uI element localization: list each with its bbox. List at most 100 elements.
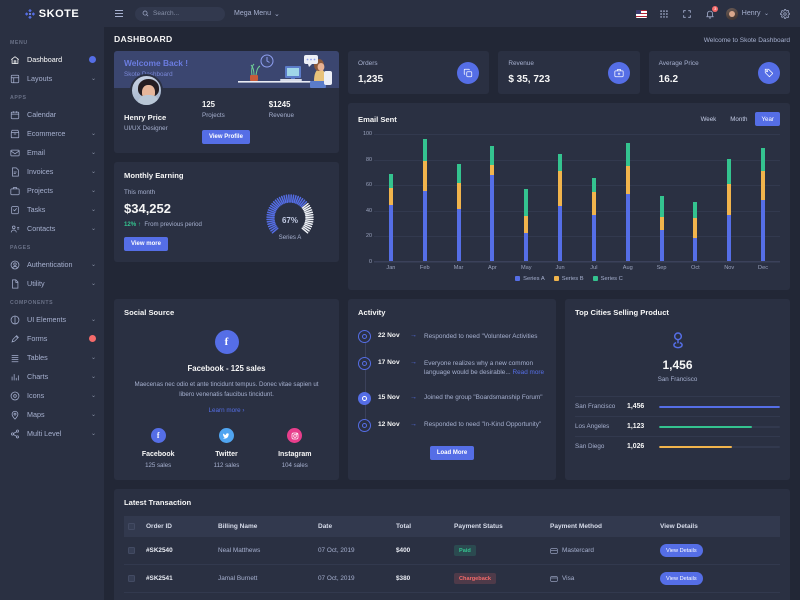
sidebar-item-forms[interactable]: Forms <box>0 329 104 348</box>
sidebar-item-ecommerce[interactable]: Ecommerce ⌄ <box>0 124 104 143</box>
sidebar-item-icons[interactable]: Icons ⌄ <box>0 386 104 405</box>
bar-segment <box>693 202 698 218</box>
monthly-earning-left: Monthly Earning This month $34,252 12% ↑… <box>124 171 251 251</box>
sidebar-item-multi-level[interactable]: Multi Level ⌄ <box>0 424 104 443</box>
activity-text: Joined the group "Boardsmanship Forum" <box>424 394 543 402</box>
activity-item[interactable]: 12 Nov → Responded to need "In-Kind Oppo… <box>358 418 546 432</box>
sidebar-item-dashboard[interactable]: Dashboard <box>0 50 104 69</box>
sidebar: SKOTE MENU Dashboard Layouts ⌄ APPS Cale… <box>0 0 104 600</box>
gauge-tick <box>267 223 276 228</box>
bar-column[interactable] <box>543 134 577 261</box>
mega-menu-button[interactable]: Mega Menu ⌄ <box>234 10 280 18</box>
bar-column[interactable] <box>408 134 442 261</box>
table-row[interactable]: #SK2540 Neal Matthews 07 Oct, 2019 $400 Paid… <box>124 537 780 566</box>
sidebar-item-contacts[interactable]: Contacts ⌄ <box>0 219 104 238</box>
apps-grid-button[interactable] <box>657 7 671 21</box>
bar-column[interactable] <box>678 134 712 261</box>
select-all-header[interactable] <box>124 516 142 538</box>
activity-item[interactable]: 15 Nov → Joined the group "Boardsmanship… <box>358 391 546 405</box>
bar-column[interactable] <box>746 134 780 261</box>
sidebar-toggle-button[interactable] <box>112 7 126 20</box>
checkbox-icon[interactable] <box>128 523 135 531</box>
col-date[interactable]: Date <box>314 516 392 538</box>
welcome-action-row: View Profile <box>202 130 329 144</box>
bar-column[interactable] <box>645 134 679 261</box>
view-details-button[interactable]: View Details <box>660 572 703 586</box>
col-order-id[interactable]: Order ID <box>142 516 214 538</box>
bar-column[interactable] <box>475 134 509 261</box>
bar-column[interactable] <box>509 134 543 261</box>
activity-item[interactable]: 17 Nov → Everyone realizes why a new com… <box>358 357 546 378</box>
bar-stack <box>727 158 732 261</box>
view-profile-button[interactable]: View Profile <box>202 130 250 144</box>
activity-text: Everyone realizes why a new common langu… <box>424 357 546 378</box>
checkbox-icon[interactable] <box>128 575 135 583</box>
col-billing-name[interactable]: Billing Name <box>214 516 314 538</box>
status-badge: Chargeback <box>454 573 497 585</box>
notifications-button[interactable]: 3 <box>703 5 719 21</box>
social-item-twitter[interactable]: Twitter 112 sales <box>192 428 260 469</box>
sidebar-item-invoices[interactable]: Invoices ⌄ <box>0 162 104 181</box>
bar-column[interactable] <box>611 134 645 261</box>
delta-value: 12% <box>124 221 137 228</box>
social-item-facebook[interactable]: f Facebook 125 sales <box>124 428 192 469</box>
sidebar-item-charts[interactable]: Charts ⌄ <box>0 367 104 386</box>
bar-column[interactable] <box>712 134 746 261</box>
checkbox-icon[interactable] <box>128 547 135 555</box>
view-details-button[interactable]: View Details <box>660 544 703 558</box>
settings-button[interactable] <box>778 7 792 21</box>
bar-column[interactable] <box>442 134 476 261</box>
sidebar-item-email[interactable]: Email ⌄ <box>0 143 104 162</box>
sidebar-item-tables[interactable]: Tables ⌄ <box>0 348 104 367</box>
col-payment-status[interactable]: Payment Status <box>450 516 546 538</box>
search-input[interactable] <box>153 10 218 17</box>
sidebar-item-utility[interactable]: Utility ⌄ <box>0 274 104 293</box>
social-item-name: Twitter <box>215 451 238 459</box>
sidebar-item-calendar[interactable]: Calendar <box>0 105 104 124</box>
language-selector-button[interactable] <box>634 7 648 21</box>
bar-column[interactable] <box>374 134 408 261</box>
legend-item[interactable]: Series A <box>515 276 545 282</box>
welcome-stat-revenue: $1245 Revenue <box>269 100 294 119</box>
social-item-instagram[interactable]: Instagram 104 sales <box>261 428 329 469</box>
user-menu-button[interactable]: Henry ⌄ <box>726 7 769 20</box>
monthly-earning-card: Monthly Earning This month $34,252 12% ↑… <box>114 162 339 262</box>
read-more-link[interactable]: Read more <box>512 369 545 377</box>
sidebar-item-tasks[interactable]: Tasks ⌄ <box>0 200 104 219</box>
timeline-dot-icon <box>358 330 371 344</box>
bar-column[interactable] <box>577 134 611 261</box>
brand-logo[interactable]: SKOTE <box>0 0 104 27</box>
row-checkbox-cell[interactable] <box>124 564 142 594</box>
table-row[interactable]: #SK2542Juan Mitchell06 Oct, 2019$384Paid… <box>124 592 780 600</box>
learn-more-link[interactable]: Learn more › <box>208 407 245 415</box>
col-payment-method[interactable]: Payment Method <box>546 516 656 538</box>
range-week[interactable]: Week <box>700 115 717 123</box>
range-month[interactable]: Month <box>730 115 748 123</box>
search-box[interactable] <box>135 6 225 21</box>
gauge-tick <box>305 219 314 223</box>
sidebar-item-authentication[interactable]: Authentication ⌄ <box>0 255 104 274</box>
view-more-button[interactable]: View more <box>124 237 168 251</box>
sidebar-item-projects[interactable]: Projects ⌄ <box>0 181 104 200</box>
legend-item[interactable]: Series B <box>553 276 584 282</box>
activity-item[interactable]: 22 Nov → Responded to need "Volunteer Ac… <box>358 330 546 344</box>
gauge-tick <box>304 211 314 215</box>
sidebar-item-maps[interactable]: Maps ⌄ <box>0 405 104 424</box>
grid-icon <box>660 9 669 18</box>
fullscreen-button[interactable] <box>680 7 694 21</box>
y-tick: 0 <box>369 259 372 265</box>
range-year[interactable]: Year <box>755 112 780 126</box>
load-more-button[interactable]: Load More <box>429 445 475 460</box>
row-checkbox-cell[interactable] <box>124 592 142 600</box>
sidebar-item-ui-elements[interactable]: UI Elements ⌄ <box>0 310 104 329</box>
bar-segment <box>591 214 596 261</box>
sidebar-item-layouts[interactable]: Layouts ⌄ <box>0 69 104 88</box>
welcome-title: Welcome Back ! <box>124 58 189 68</box>
table-row[interactable]: #SK2541 Jamal Burnett 07 Oct, 2019 $380 Char… <box>124 564 780 594</box>
legend-item[interactable]: Series C <box>592 276 623 282</box>
bar-segment <box>591 177 596 192</box>
row-checkbox-cell[interactable] <box>124 537 142 566</box>
col-view-details[interactable]: View Details <box>656 516 780 538</box>
city-progress-bar <box>659 405 780 408</box>
col-total[interactable]: Total <box>392 516 450 538</box>
